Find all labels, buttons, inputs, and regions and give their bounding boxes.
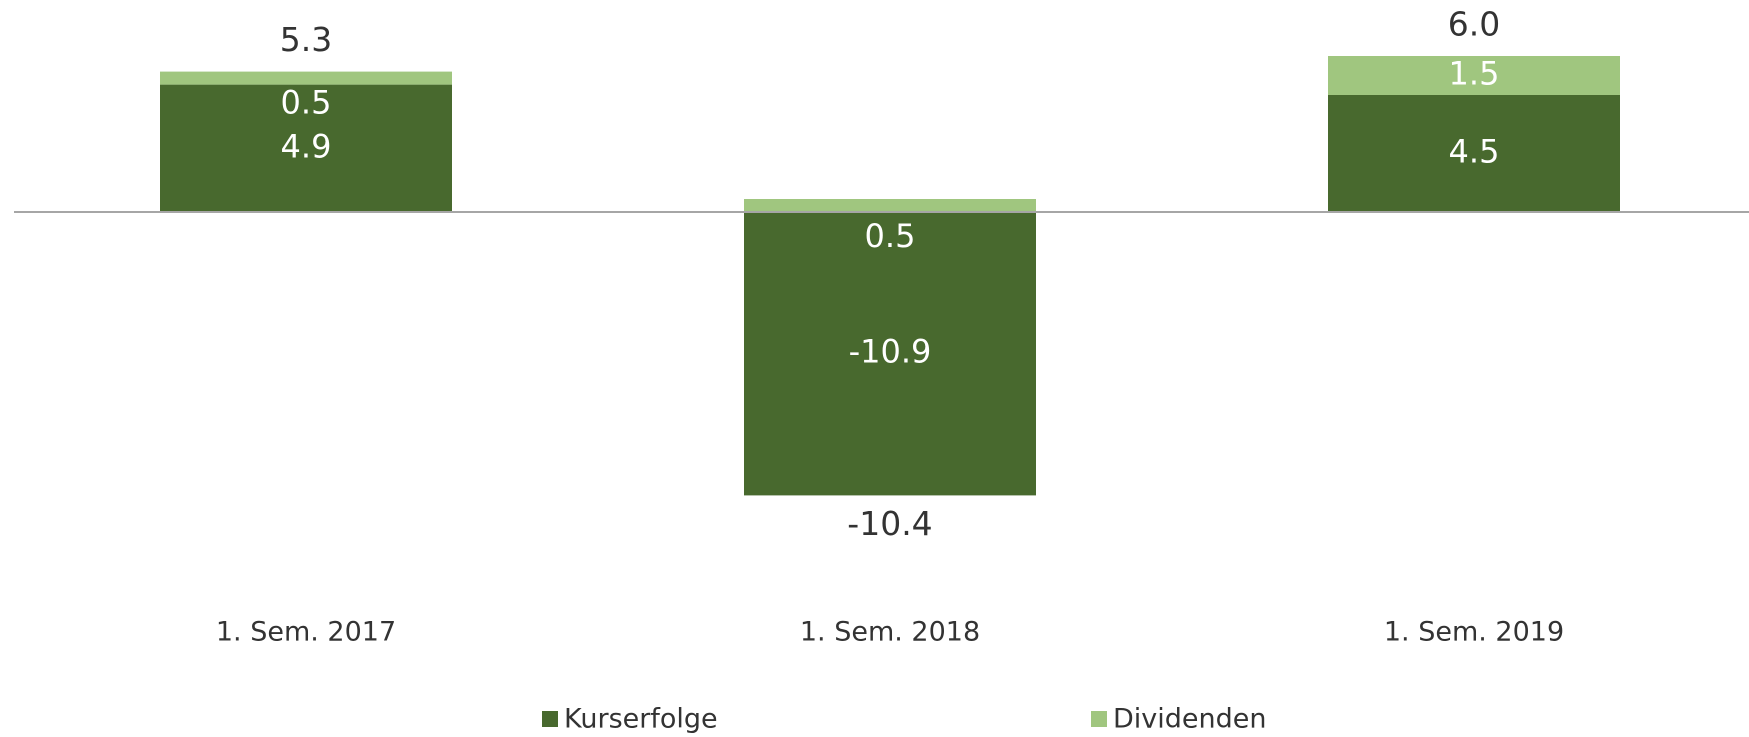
data-label: 0.5	[865, 217, 916, 255]
bar-segment	[160, 71, 452, 85]
total-label: 6.0	[1448, 5, 1500, 44]
data-label: 4.9	[281, 127, 332, 165]
bar-segment	[1328, 56, 1620, 95]
data-label: 4.5	[1449, 133, 1500, 171]
total-label: -10.4	[847, 504, 932, 543]
data-label: 1.5	[1449, 55, 1500, 93]
legend-swatch	[1091, 711, 1107, 727]
data-label: 0.5	[281, 84, 332, 122]
data-label: -10.9	[849, 333, 932, 371]
x-tick-label: 1. Sem. 2017	[216, 617, 396, 648]
bar-segment	[744, 199, 1036, 212]
bar-segment	[1328, 95, 1620, 212]
x-tick-label: 1. Sem. 2019	[1384, 617, 1564, 648]
x-tick-label: 1. Sem. 2018	[800, 617, 980, 648]
legend-label: Kurserfolge	[564, 704, 718, 735]
bar-segment	[160, 84, 452, 212]
bar-segment	[744, 212, 1036, 496]
total-label: 5.3	[280, 20, 332, 59]
legend-label: Dividenden	[1113, 704, 1267, 735]
legend-swatch	[542, 711, 558, 727]
